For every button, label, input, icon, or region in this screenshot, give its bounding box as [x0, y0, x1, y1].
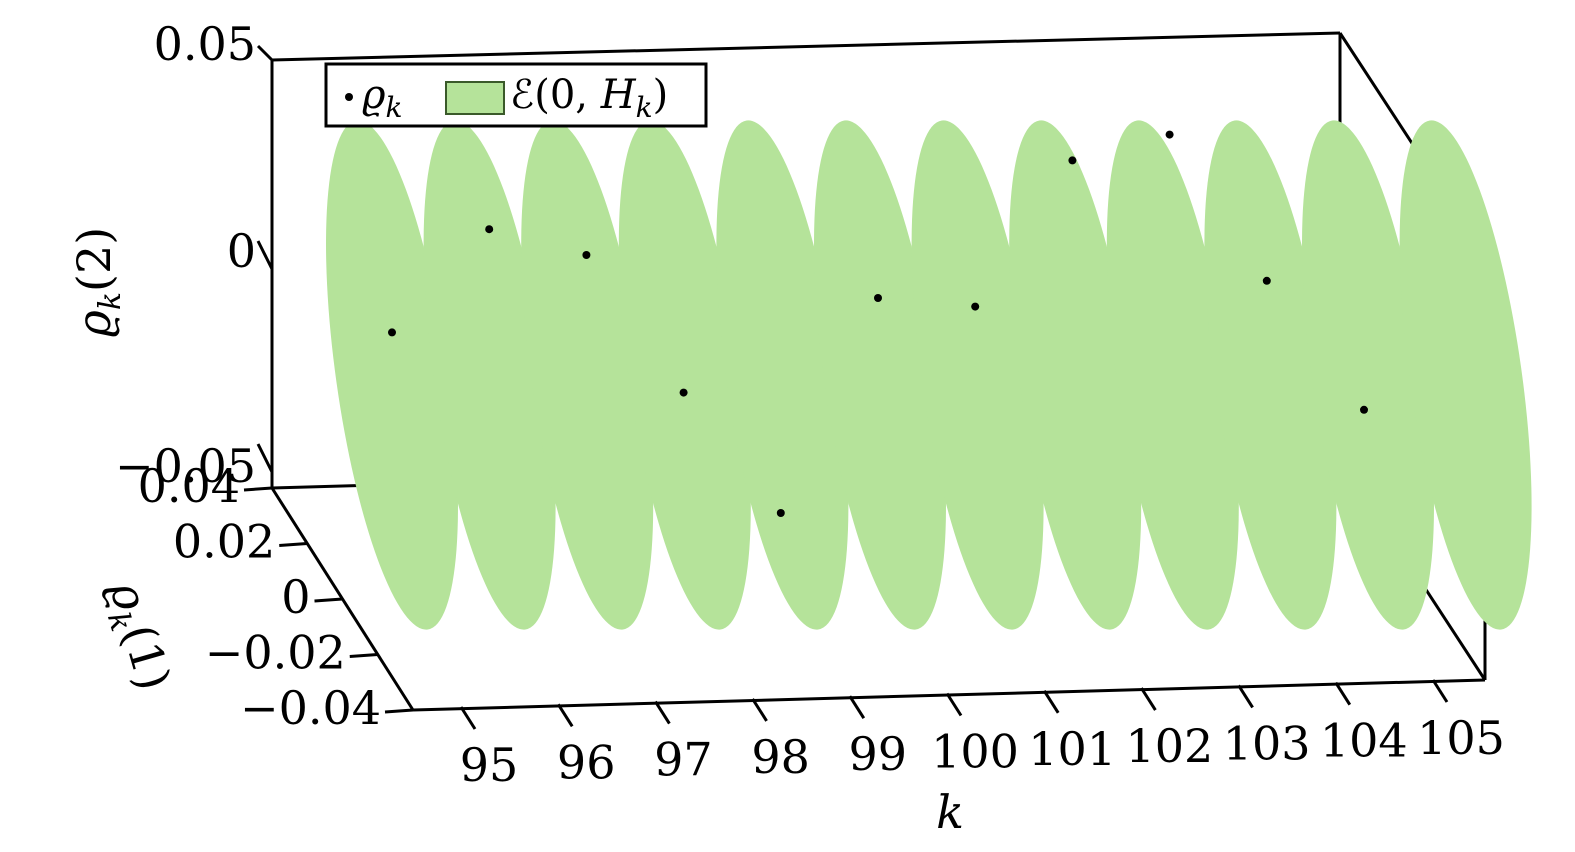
x-tick-label-7: 102: [1125, 719, 1213, 773]
data-point-2: [582, 251, 591, 259]
data-point-9: [1262, 276, 1271, 285]
data-point-10: [1360, 405, 1368, 414]
legend-box: [324, 62, 708, 128]
z-tick-mark-2: [256, 443, 274, 473]
y-tick-label-1: 0.02: [173, 515, 275, 569]
y-axis-ticks: 0.040.020−0.02−0.04: [138, 459, 414, 735]
ellipse-region-95: [423, 120, 556, 630]
ellipse-region-94: [326, 120, 458, 630]
y-tick-mark-3: [349, 653, 378, 658]
z-tick-mark-1: [256, 240, 274, 270]
ellipse-region-105: [1399, 120, 1532, 630]
data-point-3: [679, 388, 688, 397]
z-axis-label-symbol: ϱ: [67, 310, 121, 337]
legend-ellipses-sub: k: [636, 91, 653, 124]
legend-points-symbol: ϱ: [362, 72, 386, 118]
x-tick-mark-5: [945, 692, 963, 717]
x-tick-label-6: 101: [1028, 722, 1116, 776]
back-top-edge: [271, 31, 1341, 62]
y-tick-mark-4: [384, 708, 414, 714]
x-tick-label-0: 95: [460, 738, 519, 792]
legend-ellipses-prefix: ℰ(0,: [510, 72, 601, 118]
legend-entry-points: ϱk: [362, 72, 402, 124]
x-tick-mark-2: [654, 700, 671, 725]
z-axis-label-sub: k: [93, 292, 128, 310]
y-axis-label: ϱk(1): [92, 575, 181, 698]
x-tick-mark-6: [1042, 689, 1060, 714]
legend-points-sub: k: [386, 91, 403, 124]
x-tick-label-2: 97: [654, 733, 713, 787]
legend-ellipses-suffix: ): [653, 72, 669, 118]
y-tick-label-2: 0: [281, 570, 310, 624]
data-point-6: [971, 302, 980, 311]
y-tick-mark-2: [314, 597, 343, 603]
ellipse-region-103: [1204, 120, 1337, 630]
z-axis-label-arg: (2): [67, 227, 121, 292]
ellipse-region-101: [1009, 120, 1142, 630]
z-tick-mark-0: [256, 44, 274, 62]
x-tick-label-10: 105: [1417, 711, 1505, 765]
legend-dot-marker: [345, 93, 353, 101]
ellipse-region-97: [618, 120, 751, 630]
x-tick-mark-9: [1334, 681, 1352, 706]
ellipse-region-102: [1106, 120, 1239, 630]
ellipse-region-96: [521, 120, 654, 630]
z-tick-label-0: 0.05: [154, 17, 256, 71]
z-axis-ticks: 0.05 0 −0.05: [115, 17, 274, 493]
svg-text:ϱk(1): ϱk(1): [92, 575, 181, 698]
y-tick-label-3: −0.02: [205, 626, 346, 680]
x-tick-mark-7: [1140, 687, 1157, 711]
legend: ϱk ℰ(0, Hk): [324, 62, 708, 128]
data-point-1: [485, 225, 494, 234]
x-tick-mark-4: [848, 695, 866, 720]
ellipse-region-100: [911, 120, 1044, 630]
z-tick-label-1: 0: [227, 224, 256, 278]
data-point-0: [388, 328, 396, 337]
svg-text:ϱk(2): ϱk(2): [67, 227, 128, 337]
y-tick-label-4: −0.04: [240, 681, 381, 735]
data-point-4: [776, 509, 785, 517]
x-tick-label-3: 98: [751, 730, 810, 784]
x-axis-label: k: [936, 785, 964, 839]
x-tick-label-8: 103: [1223, 716, 1311, 770]
x-tick-label-4: 99: [849, 727, 908, 781]
x-tick-mark-8: [1237, 684, 1254, 709]
x-tick-mark-3: [751, 698, 768, 722]
x-tick-label-9: 104: [1320, 714, 1408, 768]
x-tick-label-5: 100: [931, 725, 1019, 779]
ellipse-region-98: [716, 120, 849, 630]
data-point-5: [874, 294, 882, 302]
y-tick-mark-1: [279, 542, 308, 547]
z-axis-label: ϱk(2): [67, 227, 128, 337]
legend-patch-marker: [445, 81, 505, 115]
legend-ellipses-symbol: H: [600, 72, 637, 118]
x-tick-mark-0: [459, 706, 477, 730]
x-tick-mark-1: [556, 703, 574, 728]
x-tick-mark-10: [1431, 679, 1449, 703]
ellipse-group: [326, 120, 1532, 630]
x-axis-ticks: 95 96 97 98 99 100 101 102 103 104 105: [459, 679, 1505, 792]
z-tick-label-2: −0.05: [115, 439, 256, 493]
data-point-7: [1068, 156, 1077, 165]
y-axis-label-arg: (1): [112, 619, 182, 697]
x-tick-label-1: 96: [557, 735, 616, 789]
point-group: [388, 130, 1368, 517]
legend-entry-ellipses: ℰ(0, Hk): [510, 72, 668, 124]
y-tick-mark-0: [243, 486, 273, 492]
ellipse-region-104: [1302, 120, 1434, 630]
ellipse-region-99: [814, 120, 946, 630]
y-tick-label-0: 0.04: [138, 459, 240, 513]
data-point-8: [1165, 130, 1174, 139]
